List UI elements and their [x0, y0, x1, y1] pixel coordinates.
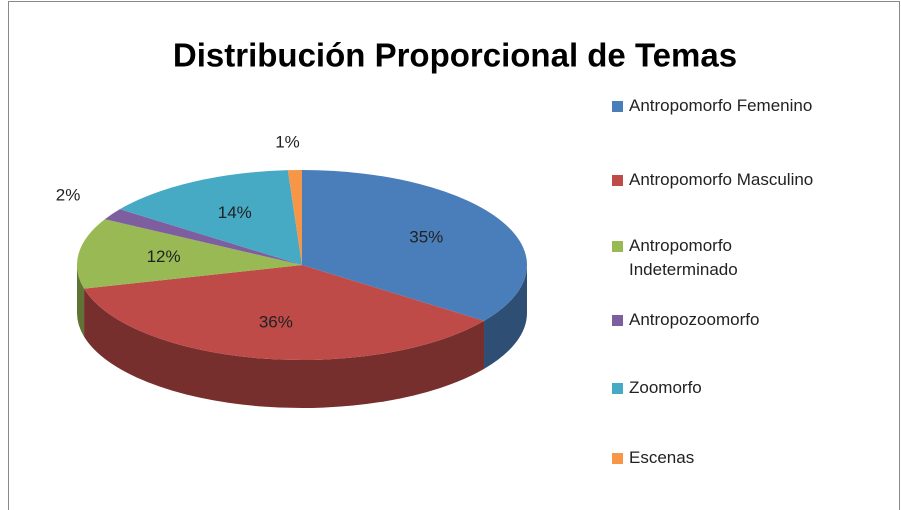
legend-swatch	[612, 241, 623, 252]
data-label: 12%	[147, 247, 181, 266]
legend-label: Antropomorfo Indeterminado	[629, 236, 738, 279]
legend-item: Zoomorfo	[612, 376, 702, 400]
pie-slice	[119, 170, 302, 265]
pie-slice-side	[77, 265, 85, 337]
pie-slice	[302, 170, 527, 321]
pie-slice-side	[84, 288, 485, 408]
legend-label: Antropomorfo Femenino	[629, 96, 813, 115]
pie-slice	[104, 209, 302, 265]
legend-swatch	[612, 175, 623, 186]
legend-label: Escenas	[629, 448, 695, 467]
legend-item: Antropomorfo Femenino	[612, 94, 812, 118]
legend-swatch	[612, 315, 623, 326]
legend-item: Antropozoomorfo	[612, 308, 759, 332]
data-label: 35%	[409, 228, 443, 247]
data-label: 14%	[218, 203, 252, 222]
data-label: 36%	[259, 312, 293, 331]
pie-slice	[84, 265, 485, 360]
data-label: 1%	[275, 133, 300, 152]
legend-item: Antropomorfo Indeterminado	[612, 234, 834, 282]
legend-item: Escenas	[612, 446, 694, 470]
legend-swatch	[612, 383, 623, 394]
legend-label: Antropomorfo Masculino	[629, 170, 814, 189]
legend-label: Zoomorfo	[629, 378, 702, 397]
legend-item: Antropomorfo Masculino	[612, 168, 813, 192]
pie-slice	[287, 170, 302, 265]
data-label: 2%	[56, 185, 81, 204]
pie-slice-side	[484, 265, 527, 369]
legend-swatch	[612, 101, 623, 112]
chart-title: Distribución Proporcional de Temas	[173, 37, 737, 74]
legend-swatch	[612, 453, 623, 464]
legend-label: Antropozoomorfo	[629, 310, 760, 329]
pie-slice	[77, 219, 302, 289]
